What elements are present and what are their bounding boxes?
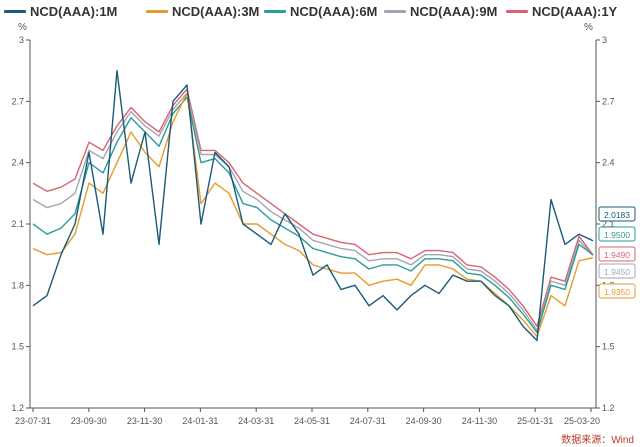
y-tick-label-right: 1.5	[602, 342, 615, 352]
y-tick-label-right: 2.1	[602, 219, 615, 229]
x-tick-label: 24-03-31	[238, 416, 274, 426]
legend-label: NCD(AAA):9M	[410, 3, 498, 19]
legend-swatch	[384, 9, 406, 13]
y-tick-label-right: 3	[602, 35, 607, 45]
y-tick-label-left: 1.2	[11, 403, 24, 413]
end-label-value: 1.9500	[604, 230, 630, 240]
data-source-note: 数据来源：Wind	[561, 435, 634, 446]
x-tick-label: 24-01-31	[182, 416, 218, 426]
chart-legend: NCD(AAA):1M NCD(AAA):3M NCD(AAA):6M NCD(AAA…	[0, 0, 640, 22]
y-tick-label-left: 2.7	[11, 96, 24, 106]
end-label-value: 1.9450	[604, 267, 630, 277]
end-label-box	[598, 283, 636, 299]
x-tick-label: 23-09-30	[71, 416, 107, 426]
end-label-box	[598, 226, 636, 242]
legend-swatch	[146, 9, 168, 13]
x-tick-label: 25-03-20	[564, 416, 600, 426]
chart-series	[32, 69, 594, 342]
series-line	[32, 96, 594, 334]
y-tick-label-left: 1.5	[11, 342, 24, 352]
end-label-value: 1.9490	[604, 250, 630, 260]
legend-label: NCD(AAA):6M	[290, 3, 378, 19]
y-axis-unit-left: %	[18, 22, 27, 33]
legend-item: NCD(AAA):6M	[264, 3, 377, 19]
end-label-value: 1.9350	[604, 287, 630, 297]
x-tick-label: 24-05-31	[294, 416, 330, 426]
legend-item: NCD(AAA):3M	[146, 3, 259, 19]
legend-item: NCD(AAA):9M	[384, 3, 497, 19]
x-tick-label: 24-11-30	[462, 416, 497, 426]
legend-label: NCD(AAA):3M	[172, 3, 260, 19]
y-tick-label-right: 1.2	[602, 403, 615, 413]
end-label: 1.9490	[598, 246, 636, 262]
legend-swatch	[506, 9, 528, 13]
end-label-box	[598, 206, 636, 222]
chart-end-labels: 2.0183 1.9500 1.9490 1.9450 1.9350	[598, 206, 636, 299]
end-label: 1.9350	[598, 283, 636, 299]
series-line	[32, 92, 594, 331]
legend-item: NCD(AAA):1M	[4, 3, 117, 19]
legend-item: NCD(AAA):1Y	[506, 3, 617, 19]
end-label-box	[598, 263, 636, 279]
y-axis-unit-right: %	[584, 22, 593, 33]
end-label: 1.9450	[598, 263, 636, 279]
y-tick-label-left: 2.1	[11, 219, 24, 229]
series-line	[32, 69, 594, 342]
series-line	[32, 88, 594, 327]
end-label-value: 2.0183	[604, 210, 630, 220]
x-tick-label: 23-11-30	[127, 416, 162, 426]
y-tick-label-left: 3	[19, 35, 24, 45]
y-tick-label-left: 2.4	[11, 158, 24, 168]
end-label: 2.0183	[598, 206, 636, 222]
y-tick-label-right: 2.7	[602, 96, 615, 106]
legend-label: NCD(AAA):1M	[30, 3, 118, 19]
x-tick-label: 25-01-31	[517, 416, 553, 426]
x-tick-label: 24-09-30	[406, 416, 442, 426]
y-tick-label-left: 1.8	[11, 280, 24, 290]
legend-swatch	[4, 9, 26, 13]
end-label: 1.9500	[598, 226, 636, 242]
x-tick-label: 23-07-31	[15, 416, 51, 426]
x-tick-label: 24-07-31	[350, 416, 386, 426]
series-line	[32, 92, 594, 338]
legend-label: NCD(AAA):1Y	[532, 3, 618, 19]
chart-axes: %%1.21.21.51.51.81.82.12.12.42.42.72.733…	[11, 22, 614, 426]
y-tick-label-right: 2.4	[602, 158, 615, 168]
end-label-box	[598, 246, 636, 262]
legend-swatch	[264, 9, 286, 13]
